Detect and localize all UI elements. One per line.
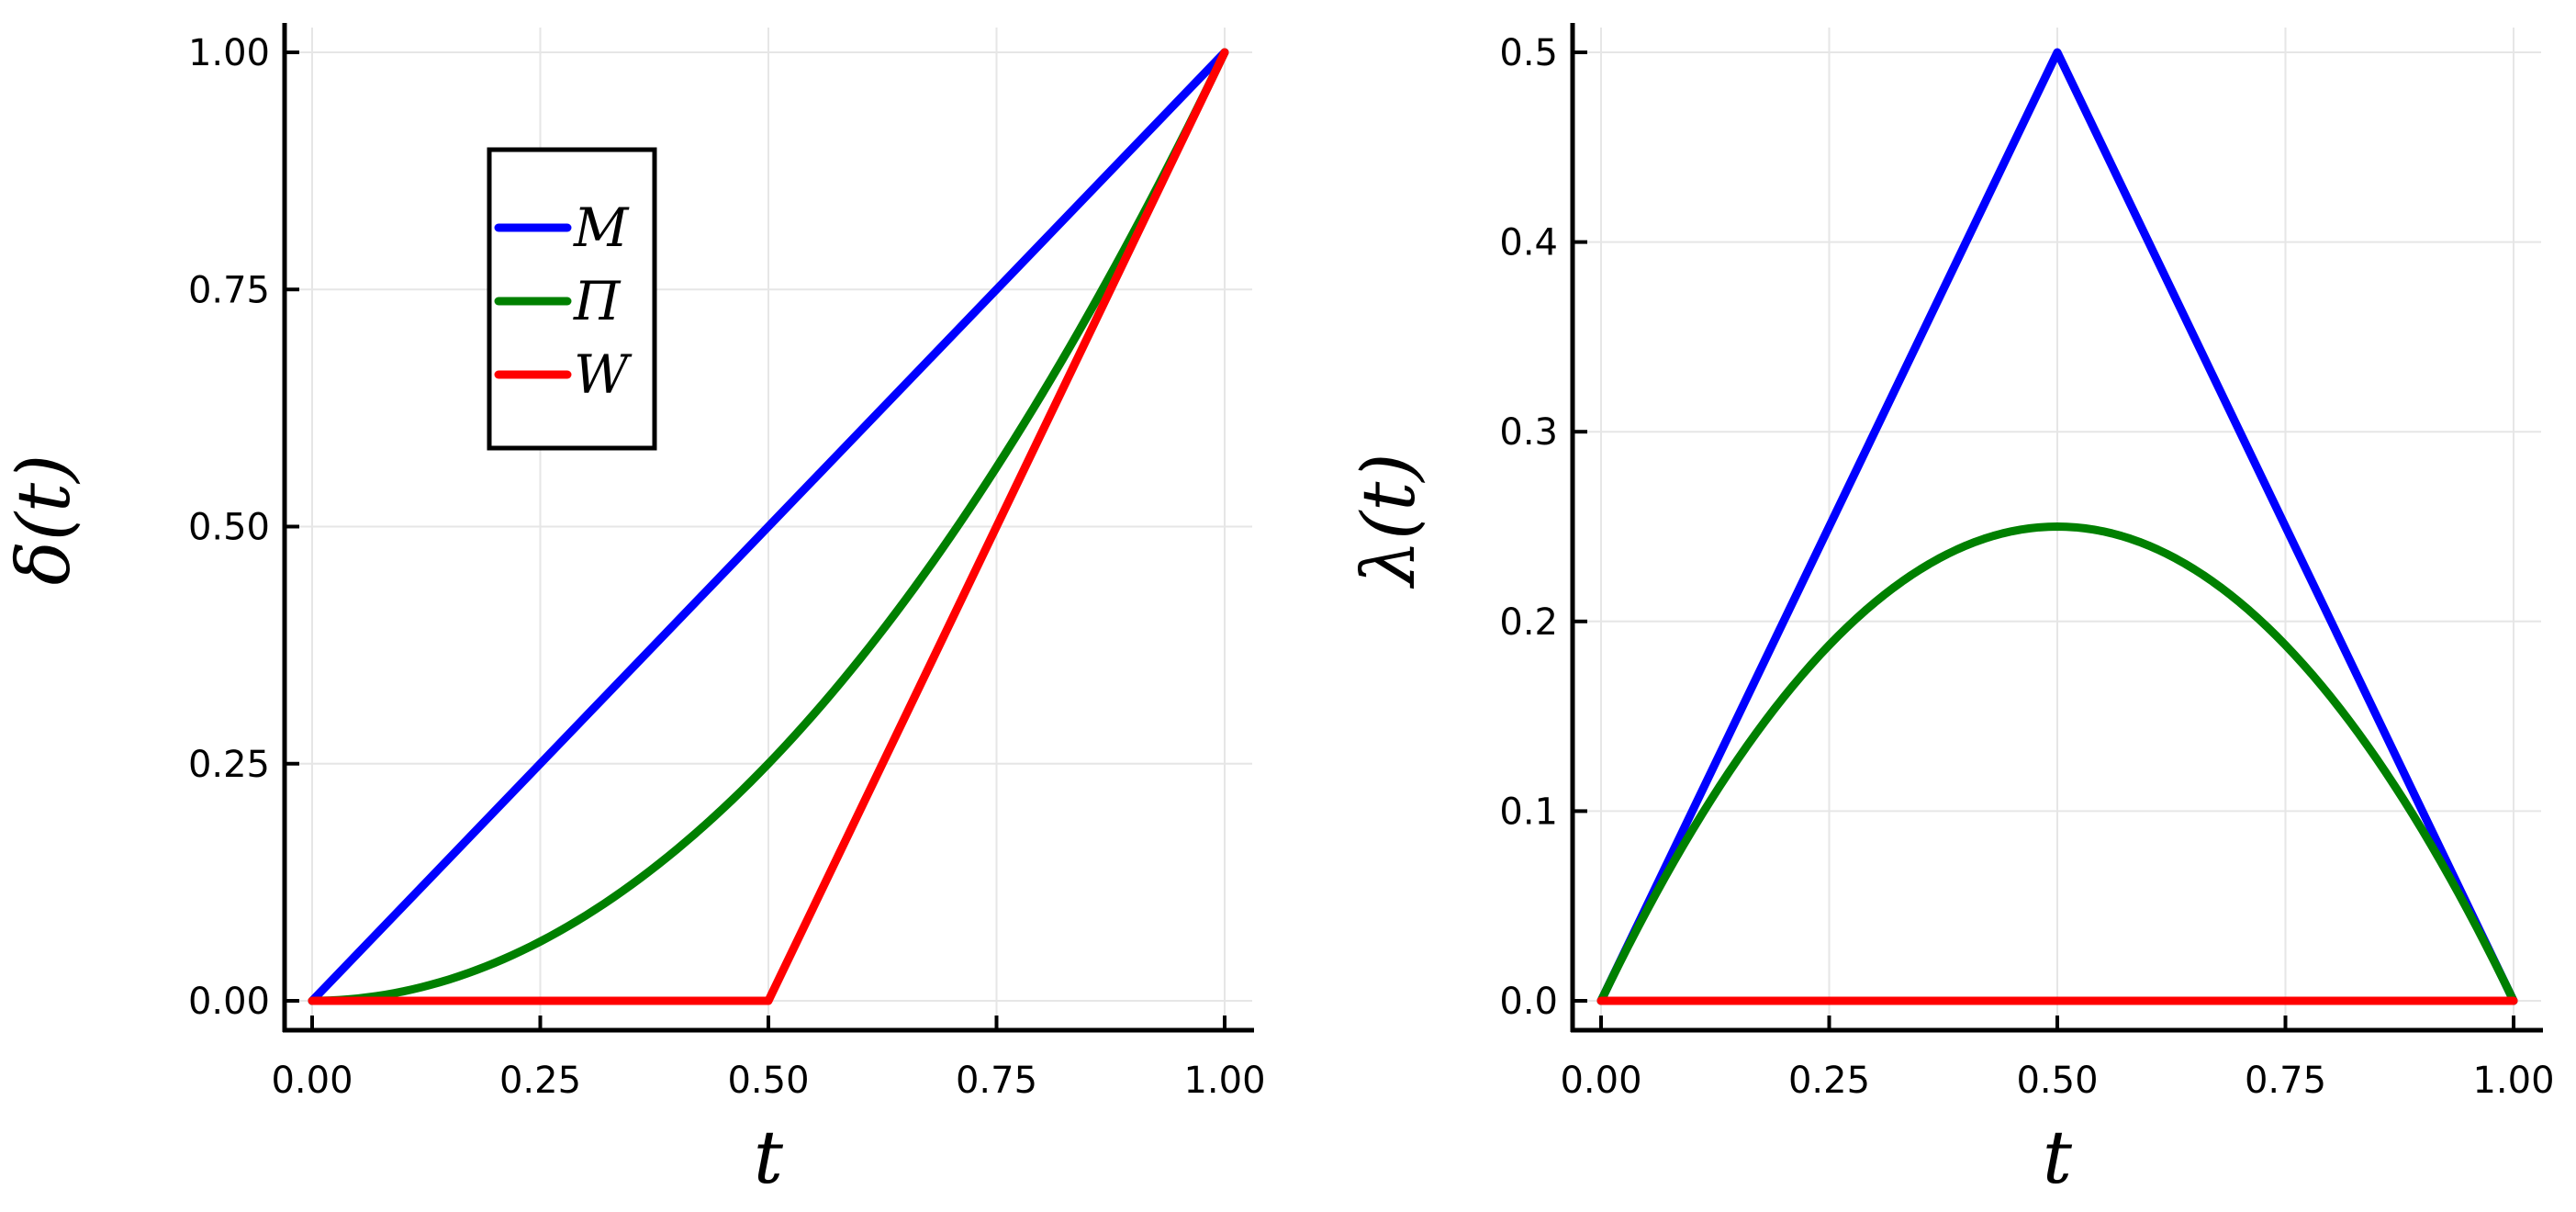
x-tick-label: 0.00 — [1560, 1060, 1641, 1102]
series-line-series-0 — [1596, 48, 2518, 1005]
lambda-chart: 0.00 0.25 0.50 0.75 1.00 0.0 0.1 0.2 0.3 0.4 0.5 t λ… — [1346, 23, 2555, 1200]
y-tick-label: 0.75 — [188, 269, 270, 311]
x-tick-label: 0.75 — [2245, 1060, 2326, 1102]
y-tick-label: 0.5 — [1499, 32, 1558, 74]
y-tick-label: 0.3 — [1499, 411, 1558, 454]
x-axis-label: t — [754, 1115, 784, 1200]
y-axis-label: λ(t) — [1346, 453, 1431, 589]
x-tick-label: 0.00 — [271, 1060, 353, 1102]
legend-label: W — [574, 343, 633, 406]
series-line-Π — [308, 48, 1229, 1005]
series-line-W — [308, 48, 1229, 1005]
y-tick-label: 0.1 — [1499, 791, 1558, 833]
x-tick-label: 0.50 — [727, 1060, 809, 1102]
legend-label: M — [573, 196, 630, 259]
y-tick-label: 0.50 — [188, 507, 270, 549]
legend-label: Π — [573, 270, 622, 332]
y-tick-label: 0.4 — [1499, 222, 1558, 264]
x-tick-label: 0.75 — [956, 1060, 1037, 1102]
series-line-series-1 — [1596, 522, 2518, 1005]
x-tick-label: 0.50 — [2016, 1060, 2098, 1102]
x-axis-label: t — [2043, 1115, 2073, 1200]
y-tick-label: 0.0 — [1499, 981, 1558, 1023]
delta-chart: 0.00 0.25 0.50 0.75 1.00 0.00 0.25 0.50 0.75 1.00… — [1, 23, 1266, 1200]
y-tick-label: 0.25 — [188, 744, 270, 786]
x-tick-label: 0.25 — [1788, 1060, 1870, 1102]
y-tick-label: 1.00 — [188, 32, 270, 74]
x-tick-label: 0.25 — [499, 1060, 581, 1102]
series-line-M — [308, 48, 1229, 1005]
x-tick-label: 1.00 — [1183, 1060, 1265, 1102]
y-tick-label: 0.00 — [188, 981, 270, 1023]
y-axis-label: δ(t) — [1, 454, 86, 586]
x-tick-label: 1.00 — [2472, 1060, 2554, 1102]
y-tick-label: 0.2 — [1499, 601, 1558, 644]
